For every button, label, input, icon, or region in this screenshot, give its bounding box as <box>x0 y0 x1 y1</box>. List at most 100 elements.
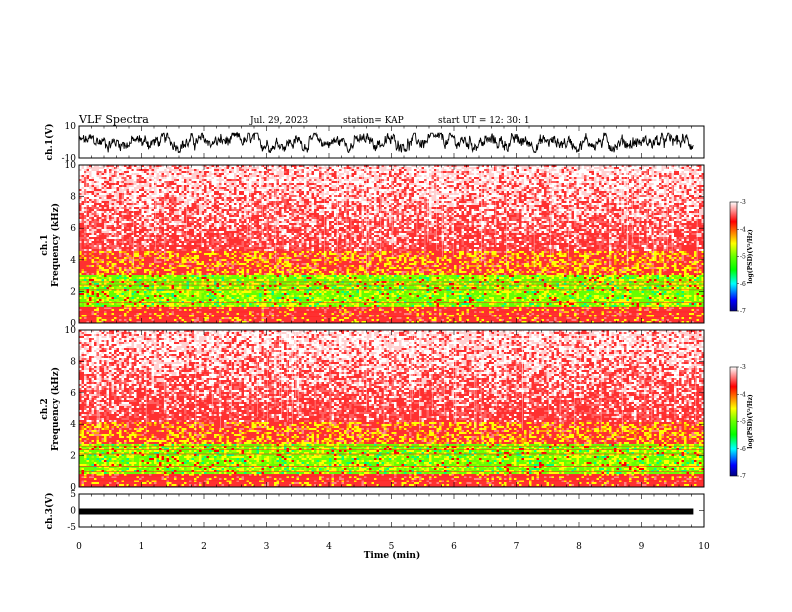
spectrogram-cell <box>264 193 267 195</box>
spectrogram-cell <box>552 199 555 201</box>
spectrogram-cell <box>279 195 282 197</box>
spectrogram-cell <box>229 217 232 219</box>
spectrogram-cell <box>107 189 110 191</box>
spectrogram-cell <box>224 191 227 193</box>
spectrogram-cell <box>287 205 290 207</box>
spectrogram-cell <box>127 199 130 201</box>
spectrogram-cell <box>312 207 315 209</box>
spectrogram-cell <box>477 195 480 197</box>
spectrogram-cell <box>292 215 295 217</box>
spectrogram-cell <box>524 207 527 209</box>
spectrogram-cell <box>559 187 562 189</box>
spectrogram-cell <box>464 213 467 215</box>
spectrogram-cell <box>502 199 505 201</box>
spectrogram-cell <box>572 207 575 209</box>
spectrogram-cell <box>277 181 280 183</box>
spectrogram-cell <box>592 189 595 191</box>
spectrogram-cell <box>569 179 572 181</box>
spectrogram-cell <box>682 189 685 191</box>
spectrogram-cell <box>502 215 505 217</box>
spectrogram-cell <box>309 203 312 205</box>
spectrogram-cell <box>687 201 690 203</box>
spectrogram-cell <box>407 207 410 209</box>
spectrogram-cell <box>207 169 210 171</box>
spectrogram-cell <box>637 211 640 213</box>
spectrogram-cell <box>169 211 172 213</box>
spectrogram-cell <box>244 185 247 187</box>
spectrogram-cell <box>474 209 477 211</box>
spectrogram-cell <box>289 187 292 189</box>
spectrogram-cell <box>197 173 200 175</box>
spectrogram-cell <box>452 183 455 185</box>
spectrogram-cell <box>684 175 687 177</box>
spectrogram-cell <box>427 191 430 193</box>
spectrogram-cell <box>449 177 452 179</box>
spectrogram-cell <box>419 193 422 195</box>
spectrogram-cell <box>612 171 615 173</box>
spectrogram-cell <box>572 177 575 179</box>
spectrogram-cell <box>559 207 562 209</box>
spectrogram-cell <box>609 195 612 197</box>
spectrogram-cell <box>419 197 422 199</box>
spectrogram-cell <box>694 189 697 191</box>
spectrogram-cell <box>564 197 567 199</box>
spectrogram-cell <box>87 183 90 185</box>
spectrogram-cell <box>454 185 457 187</box>
spectrogram-cell <box>504 173 507 175</box>
spectrogram-cell <box>184 207 187 209</box>
spectrogram-cell <box>492 195 495 197</box>
spectrogram-cell <box>439 199 442 201</box>
spectrogram-cell <box>517 213 520 215</box>
spectrogram-cell <box>157 203 160 205</box>
spectrogram-cell <box>464 193 467 195</box>
spectrogram-cell <box>474 201 477 203</box>
spectrogram-cell <box>87 203 90 205</box>
spectrogram-cell <box>329 201 332 203</box>
spectrogram-cell <box>522 211 525 213</box>
spectrogram-cell <box>194 213 197 215</box>
spectrogram-cell <box>477 185 480 187</box>
spectrogram-cell <box>654 197 657 199</box>
spectrogram-cell <box>522 187 525 189</box>
spectrogram-cell <box>492 191 495 193</box>
spectrogram-cell <box>522 213 525 215</box>
spectrogram-cell <box>512 193 515 195</box>
spectrogram-cell <box>169 197 172 199</box>
spectrogram-cell <box>377 185 380 187</box>
spectrogram-cell <box>584 205 587 207</box>
spectrogram-cell <box>359 179 362 181</box>
spectrogram-cell <box>597 209 600 211</box>
spectrogram-cell <box>517 187 520 189</box>
spectrogram-cell <box>129 197 132 199</box>
spectrogram-cell <box>492 181 495 183</box>
spectrogram-cell <box>609 191 612 193</box>
spectrogram-cell <box>92 171 95 173</box>
spectrogram-cell <box>594 173 597 175</box>
spectrogram-cell <box>594 211 597 213</box>
spectrogram-cell <box>599 177 602 179</box>
spectrogram-cell <box>257 205 260 207</box>
spectrogram-cell <box>684 183 687 185</box>
spectrogram-cell <box>487 199 490 201</box>
spectrogram-cell <box>519 171 522 173</box>
spectrogram-cell <box>137 183 140 185</box>
spectrogram-cell <box>602 201 605 203</box>
spectrogram-cell <box>224 179 227 181</box>
spectrogram-cell <box>219 207 222 209</box>
spectrogram-cell <box>347 195 350 197</box>
spectrogram-cell <box>169 179 172 181</box>
spectrogram-cell <box>104 195 107 197</box>
spectrogram-cell <box>404 195 407 197</box>
spectrogram-cell <box>184 177 187 179</box>
spectrogram-cell <box>259 213 262 215</box>
spectrogram-cell <box>302 189 305 191</box>
spectrogram-cell <box>682 213 685 215</box>
spectrogram-cell <box>579 211 582 213</box>
spectrogram-cell <box>384 171 387 173</box>
spectrogram-cell <box>619 191 622 193</box>
spectrogram-cell <box>227 193 230 195</box>
spectrogram-cell <box>104 193 107 195</box>
spectrogram-cell <box>224 205 227 207</box>
spectrogram-cell <box>472 191 475 193</box>
spectrogram-cell <box>442 179 445 181</box>
